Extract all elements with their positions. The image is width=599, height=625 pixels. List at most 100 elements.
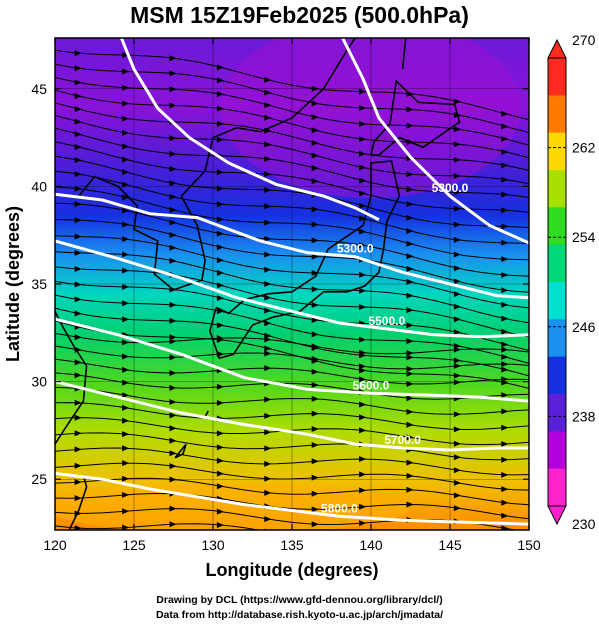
streamline-arrow [406,228,414,235]
streamline-arrow [359,120,367,127]
plot-area: 5300.0 5300.0 5500.0 5600.0 5700.0 5800.0 [55,38,529,530]
colorbar-segment [548,58,566,96]
x-axis-title: Longitude (degrees) [205,560,378,580]
y-tick-label: 35 [31,276,47,292]
streamline-arrow [311,237,319,244]
streamline-arrow [501,408,509,415]
streamline-arrow [406,486,414,493]
streamline-arrow [169,301,177,308]
streamline-arrow [216,470,224,477]
streamline-arrow [359,304,367,311]
streamline-arrow [216,444,224,451]
streamline-arrow [501,239,509,246]
streamline-arrow [264,460,272,467]
streamline-arrow [216,322,224,329]
streamline [55,102,529,171]
contour-label: 5300.0 [337,242,374,256]
colorbar-segment [548,132,566,171]
streamline [55,89,529,159]
streamline-arrow [169,369,177,376]
streamline [55,402,529,431]
streamline-arrow [216,522,224,529]
streamline-arrow [169,219,177,226]
streamline-arrow [501,162,509,169]
streamline-arrow [264,203,272,210]
contour-line [55,471,529,526]
streamline-arrow [359,136,367,143]
streamline-arrow [406,201,414,208]
streamline-arrow [359,414,367,421]
streamline-arrow [216,257,224,264]
streamline-arrow [264,235,272,242]
contour-line [55,192,529,300]
colorbar-segment [548,431,566,470]
streamline-arrow [453,454,461,461]
colorbar-tick-label: 246 [572,319,596,335]
streamline-arrow [453,173,461,180]
streamline-arrow [122,283,130,290]
streamline [55,432,529,461]
streamline-arrow [74,157,82,164]
contour-line [341,38,529,245]
streamline-arrow [216,295,224,302]
streamline-arrow [501,486,509,493]
streamline-arrow [74,131,82,138]
streamline-arrow [74,217,82,224]
streamline-arrow [453,426,461,433]
streamline-arrow [359,190,367,197]
streamline-arrow [122,417,130,424]
streamline-arrow [264,429,272,436]
streamline-arrow [311,85,319,92]
streamline-arrow [501,341,509,348]
streamline [55,477,529,506]
streamline-arrow [311,458,319,465]
streamline-arrow [359,376,367,383]
y-tick-label: 45 [31,81,47,97]
streamline-arrow [216,77,224,84]
contours [55,38,529,526]
streamline-arrow [74,50,82,57]
streamline [55,280,529,351]
streamline-arrow [264,345,272,352]
contour-label: 5800.0 [321,501,358,515]
streamline [55,114,529,185]
streamline [55,266,529,338]
streamline-arrow [311,301,319,308]
streamline-arrow [169,70,177,77]
streamline-arrow [453,251,461,258]
streamline-arrow [74,334,82,341]
streamline-arrow [122,379,130,386]
y-tick-label: 30 [31,374,47,390]
coastline [55,310,88,445]
streamline-arrow [264,219,272,226]
streamline-arrow [406,171,414,178]
streamline-arrow [359,456,367,463]
credits: Drawing by DCL (https://www.gfd-dennou.o… [0,593,599,623]
streamline-arrow [264,412,272,419]
x-tick-label: 130 [201,537,225,553]
streamline-arrow [216,230,224,237]
streamline-arrow [406,380,414,387]
streamline-arrow [122,366,130,373]
streamline-arrow [501,471,509,478]
streamline-arrow [406,265,414,272]
streamline-arrow [311,344,319,351]
streamline [55,141,529,213]
streamline [55,170,529,244]
streamline-arrow [216,336,224,343]
streamline-arrow [216,457,224,464]
streamline-arrow [501,512,509,519]
streamline-arrow [74,446,82,453]
streamline-arrow [406,253,414,260]
contour-line [55,317,529,403]
streamline [55,155,529,228]
streamline-arrow [216,105,224,112]
streamline [55,372,529,400]
streamline-arrow [453,236,461,243]
axes: 120 125 130 135 140 145 150 25 30 35 40 45 Longitude… [3,37,541,580]
streamline [55,251,529,324]
streamline-arrow [311,139,319,146]
streamline-arrow [453,372,461,379]
streamline-arrow [406,459,414,466]
